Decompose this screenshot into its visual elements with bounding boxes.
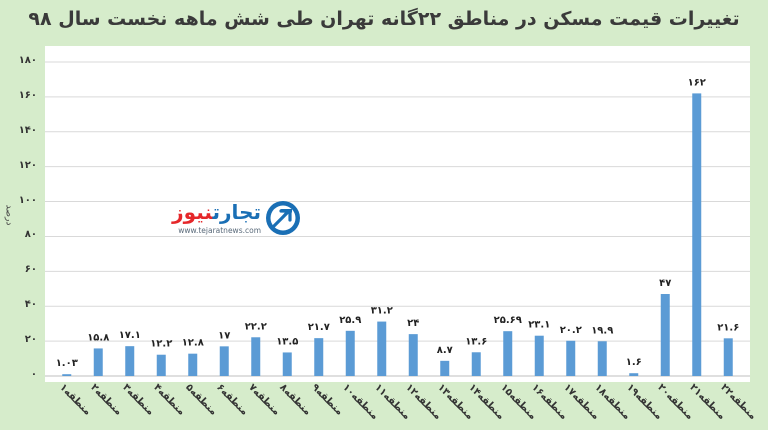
bar bbox=[345, 330, 355, 376]
data-label: ۲۵.۶۹ bbox=[494, 315, 522, 326]
data-label: ۱۲.۸ bbox=[182, 338, 204, 349]
watermark-logo: تجارتنیوز www.tejaratnews.com bbox=[153, 198, 303, 240]
logo-url: www.tejaratnews.com bbox=[178, 226, 261, 235]
y-tick-label: ۱۰۰ bbox=[18, 194, 37, 206]
bar bbox=[597, 341, 607, 376]
y-tick-label: ۱۴۰ bbox=[18, 124, 37, 136]
bar bbox=[156, 354, 166, 376]
bar bbox=[125, 346, 135, 376]
data-label: ۲۲.۲ bbox=[245, 321, 267, 332]
bar bbox=[629, 373, 639, 376]
data-label: ۲۱.۶ bbox=[717, 322, 739, 333]
data-label: ۲۰.۲ bbox=[560, 325, 582, 336]
bar bbox=[471, 352, 481, 376]
bar bbox=[440, 360, 450, 376]
y-tick-label: ۸۰ bbox=[24, 229, 37, 241]
bar bbox=[566, 340, 576, 376]
logo-text: تجارتنیوز bbox=[172, 200, 261, 224]
y-tick-label: ۰ bbox=[30, 369, 37, 380]
y-tick-label: ۴۰ bbox=[24, 299, 37, 311]
bars bbox=[62, 93, 733, 377]
bar bbox=[377, 321, 387, 376]
data-label: ۱.۰۳ bbox=[56, 358, 78, 369]
plot-area: ۱.۰۳ ۱۵.۸ ۱۷.۱ ۱۲.۲ ۱۲.۸ ۱۷ ۲۲.۲ ۱۳.۵ ۲۱.۷ ۲۵.۹ ۳۱… bbox=[45, 46, 750, 382]
bar bbox=[219, 346, 229, 376]
data-label: ۲۱.۷ bbox=[308, 322, 330, 333]
data-label: ۱.۶ bbox=[626, 357, 642, 368]
chart-title: تغییرات قیمت مسکن در مناطق ۲۲گانه تهران … bbox=[28, 8, 740, 30]
bar bbox=[503, 331, 513, 376]
data-label: ۱۳.۵ bbox=[276, 336, 298, 347]
bar-chart: ۱.۰۳ ۱۵.۸ ۱۷.۱ ۱۲.۲ ۱۲.۸ ۱۷ ۲۲.۲ ۱۳.۵ ۲۱.۷ ۲۵.۹ ۳۱… bbox=[45, 61, 750, 377]
y-axis-label: درصد bbox=[3, 204, 14, 226]
data-label: ۱۵.۸ bbox=[87, 332, 109, 343]
bar bbox=[723, 338, 733, 376]
data-label: ۸.۷ bbox=[437, 345, 453, 356]
data-label: ۱۳.۶ bbox=[465, 336, 487, 347]
bar bbox=[314, 338, 324, 376]
y-tick-label: ۱۶۰ bbox=[18, 89, 37, 101]
tejarat-news-logo-icon bbox=[266, 201, 300, 235]
bar bbox=[534, 335, 544, 376]
logo-word-2: نیوز bbox=[172, 200, 213, 224]
bar bbox=[692, 93, 702, 377]
data-label: ۱۹.۹ bbox=[591, 325, 613, 336]
data-label: ۱۲.۲ bbox=[150, 339, 172, 350]
y-tick-label: ۱۲۰ bbox=[18, 159, 37, 171]
bar bbox=[93, 348, 103, 376]
data-label: ۳۱.۲ bbox=[371, 306, 393, 317]
bar bbox=[251, 337, 261, 376]
data-label: ۲۳.۱ bbox=[528, 320, 550, 331]
bar bbox=[282, 352, 292, 376]
y-tick-label: ۶۰ bbox=[24, 264, 37, 276]
bar bbox=[62, 374, 72, 376]
data-label: ۲۴ bbox=[407, 318, 419, 329]
data-label: ۴۷ bbox=[659, 278, 671, 289]
y-tick-label: ۱۸۰ bbox=[18, 55, 37, 66]
data-label: ۱۷ bbox=[218, 330, 230, 341]
logo-word-1: تجارت bbox=[212, 200, 261, 224]
data-labels: ۱.۰۳ ۱۵.۸ ۱۷.۱ ۱۲.۲ ۱۲.۸ ۱۷ ۲۲.۲ ۱۳.۵ ۲۱.۷ ۲۵.۹ ۳۱… bbox=[56, 77, 740, 369]
y-tick-label: ۲۰ bbox=[24, 334, 37, 346]
bar bbox=[408, 334, 418, 376]
data-label: ۱۶۲ bbox=[688, 77, 706, 88]
bar bbox=[660, 294, 670, 376]
data-label: ۱۷.۱ bbox=[119, 330, 141, 341]
grid-lines bbox=[45, 61, 750, 377]
bar bbox=[188, 353, 198, 376]
data-label: ۲۵.۹ bbox=[339, 315, 361, 326]
